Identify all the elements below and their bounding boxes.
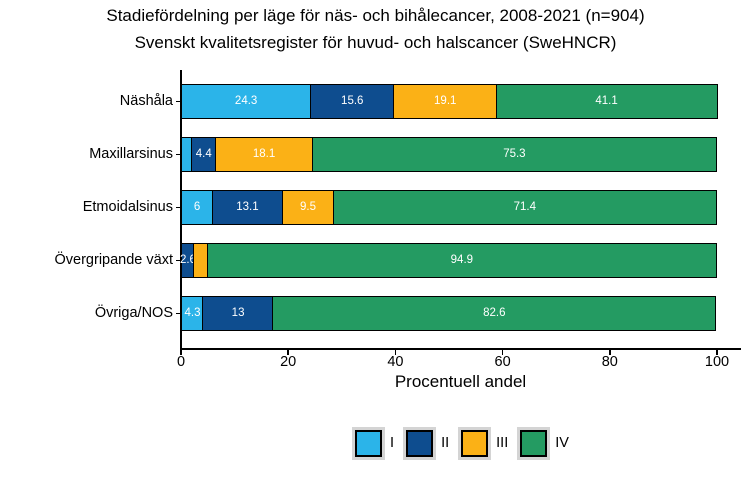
bar-value-label: 13.1 xyxy=(236,200,259,213)
legend-label: IV xyxy=(555,435,569,451)
chart-subtitle: Svenskt kvalitetsregister för huvud- och… xyxy=(134,33,617,52)
legend: I II III IV xyxy=(181,424,740,462)
bar-segment-III: 18.1 xyxy=(214,137,314,172)
bar-value-label: 41.1 xyxy=(595,94,618,107)
bar-segment-IV: 71.4 xyxy=(332,190,717,225)
y-axis-tick xyxy=(176,312,181,315)
x-axis-tick xyxy=(180,349,182,355)
bar-segment-II: 13.1 xyxy=(211,190,284,225)
bar-value-label: 18.1 xyxy=(252,147,276,160)
x-axis-tick-label: 0 xyxy=(176,354,186,370)
x-axis-line xyxy=(179,347,741,350)
legend-label: II xyxy=(441,435,450,451)
bar-segment-IV: 75.3 xyxy=(311,137,717,172)
x-axis-tick xyxy=(287,349,289,355)
bar-segment-II: 4.4 xyxy=(191,137,217,172)
legend-item-III: III xyxy=(458,426,509,460)
bar-value-label: 94.9 xyxy=(450,253,474,266)
y-axis-tick xyxy=(176,100,181,103)
y-axis-category-label: Etmoidalsinus xyxy=(82,198,173,215)
legend-swatch-IV xyxy=(520,429,548,457)
legend-key xyxy=(352,426,386,460)
bar-segment-I: 24.3 xyxy=(181,84,312,119)
chart-title: Stadiefördelning per läge för näs- och b… xyxy=(106,6,645,25)
legend-swatch-I xyxy=(355,429,383,457)
bar-segment-I: 6 xyxy=(181,190,214,225)
bar-segment-II: 13 xyxy=(202,296,274,331)
bar-value-label: 82.6 xyxy=(483,306,506,319)
bar-segment-IV: 41.1 xyxy=(495,84,718,119)
y-axis-category-label: Övergripande växt xyxy=(54,251,173,268)
legend-swatch-II xyxy=(406,429,434,457)
x-axis-title: Procentuell andel xyxy=(394,372,527,391)
y-axis-line xyxy=(179,70,182,350)
bar-value-label: 24.3 xyxy=(234,94,258,107)
bar-value-label: 71.4 xyxy=(513,200,537,213)
bar-value-label: 4.3 xyxy=(184,306,201,319)
y-axis-tick xyxy=(176,206,181,209)
x-axis-tick xyxy=(716,349,718,355)
x-axis-tick xyxy=(394,349,397,355)
legend-label: I xyxy=(390,435,395,451)
bar-value-label: 4.4 xyxy=(195,147,212,160)
x-axis-tick xyxy=(609,349,611,355)
legend-swatch-III xyxy=(461,429,489,457)
x-axis-tick-label: 80 xyxy=(601,354,618,370)
y-axis-tick xyxy=(176,153,181,156)
legend-label: III xyxy=(496,435,509,451)
legend-item-IV: IV xyxy=(517,426,569,460)
x-axis-tick-label: 40 xyxy=(387,354,404,370)
legend-item-II: II xyxy=(403,426,450,460)
y-axis-category-label: Övriga/NOS xyxy=(94,304,173,321)
y-axis-category-label: Maxillarsinus xyxy=(89,145,173,162)
y-axis-category-label: Näshåla xyxy=(119,92,173,109)
legend-key xyxy=(403,426,437,460)
bar-value-label: 15.6 xyxy=(341,94,364,107)
bar-segment-II: 15.6 xyxy=(309,84,395,119)
bar-segment-I: 4.3 xyxy=(181,296,205,331)
bar-value-label: 75.3 xyxy=(503,147,526,160)
y-axis-tick xyxy=(176,259,181,262)
bar-segment-IV: 94.9 xyxy=(206,243,717,278)
bar-value-label: 2.6 xyxy=(179,253,196,266)
x-axis-tick-label: 100 xyxy=(704,354,730,370)
x-axis-tick xyxy=(501,349,504,355)
bar-value-label: 6 xyxy=(193,200,201,213)
bar-segment-III: 9.5 xyxy=(281,190,335,225)
bar-value-label: 13 xyxy=(231,306,245,319)
legend-key xyxy=(458,426,492,460)
x-axis-tick-label: 20 xyxy=(280,354,297,370)
bar-segment-III: 19.1 xyxy=(393,84,498,119)
legend-key xyxy=(517,426,551,460)
bar-segment-IV: 82.6 xyxy=(272,296,717,331)
bar-value-label: 9.5 xyxy=(300,200,317,213)
x-axis-tick-label: 60 xyxy=(494,354,511,370)
bar-value-label: 19.1 xyxy=(434,94,457,107)
legend-item-I: I xyxy=(352,426,395,460)
